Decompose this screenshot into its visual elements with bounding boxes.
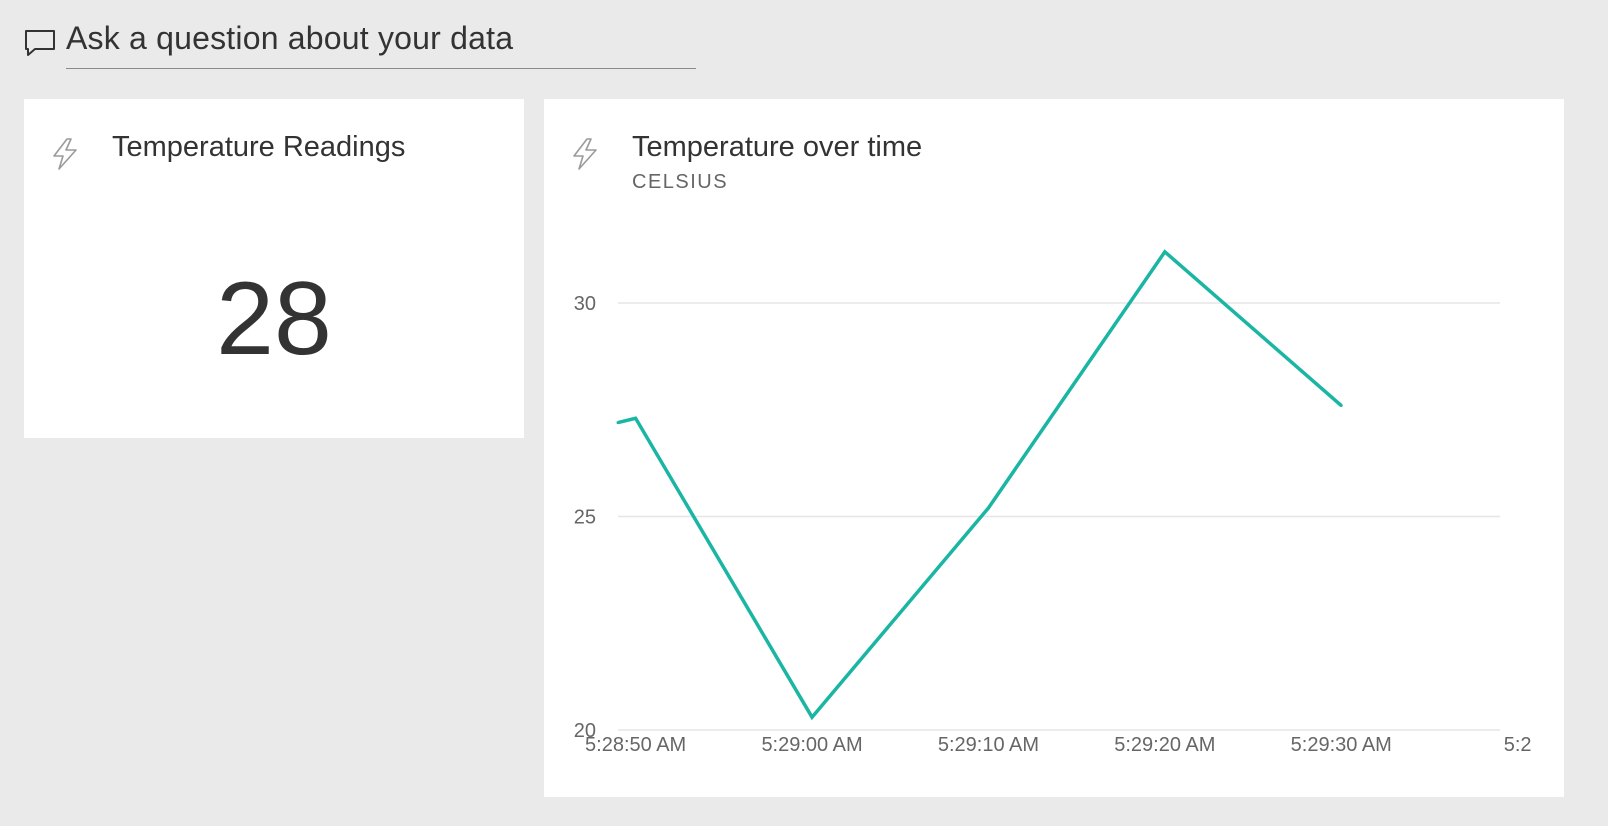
data-point	[1163, 250, 1167, 254]
tile-subtitle: CELSIUS	[632, 171, 729, 193]
tile-title: Temperature Readings	[112, 131, 406, 163]
temperature-over-time-tile[interactable]: Temperature over time CELSIUS 30 25 20 5:28…	[544, 99, 1564, 797]
qna-search-bar[interactable]: Ask a question about your data	[24, 18, 696, 70]
lightning-bolt-icon	[573, 138, 597, 170]
y-tick-label: 30	[574, 293, 596, 315]
tile-title: Temperature over time	[632, 131, 923, 163]
data-point	[616, 421, 620, 425]
card-value: 28	[216, 261, 332, 377]
x-tick-label: 5:28:50 AM	[585, 734, 686, 756]
qna-underline	[66, 68, 696, 69]
qna-placeholder-text[interactable]: Ask a question about your data	[66, 20, 514, 56]
y-tick-label: 20	[574, 720, 596, 742]
data-point	[634, 416, 638, 420]
x-tick-label: 5:29:10 AM	[938, 734, 1039, 756]
y-tick-label: 25	[574, 507, 596, 529]
chat-bubble-icon	[25, 30, 55, 56]
data-point	[810, 715, 814, 719]
temperature-readings-tile[interactable]: Temperature Readings 28	[24, 99, 524, 438]
series-line	[617, 249, 1343, 721]
x-tick-label: 5:2	[1504, 734, 1532, 756]
lightning-bolt-icon	[53, 138, 77, 170]
data-point	[1339, 404, 1343, 408]
line-chart: 30 25 205:28:50 AM 5:29:00 AM 5:29:10 AM 5:29…	[574, 249, 1532, 756]
x-tick-label: 5:29:00 AM	[761, 734, 862, 756]
x-tick-label: 5:29:30 AM	[1291, 734, 1392, 756]
data-point	[986, 506, 990, 510]
x-tick-label: 5:29:20 AM	[1114, 734, 1215, 756]
